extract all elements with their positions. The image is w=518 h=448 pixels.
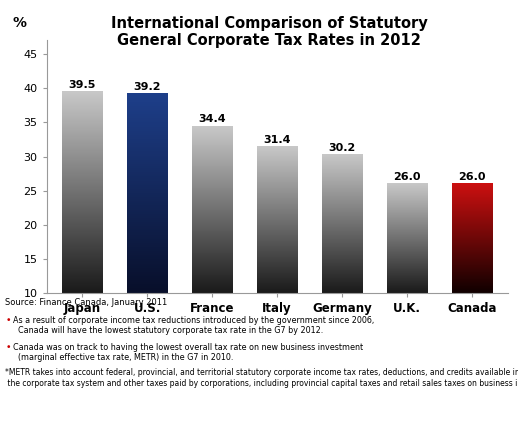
Text: 30.2: 30.2 bbox=[328, 143, 356, 153]
Text: 39.2: 39.2 bbox=[134, 82, 161, 92]
Text: Source: Finance Canada, January 2011: Source: Finance Canada, January 2011 bbox=[5, 298, 167, 307]
Text: 26.0: 26.0 bbox=[393, 172, 421, 182]
Text: •: • bbox=[5, 316, 11, 325]
Text: As a result of corporate income tax reductions introduced by the government sinc: As a result of corporate income tax redu… bbox=[13, 316, 374, 335]
Text: Canada was on track to having the lowest overall tax rate on new business invest: Canada was on track to having the lowest… bbox=[13, 343, 363, 362]
Text: 34.4: 34.4 bbox=[198, 115, 226, 125]
Text: International Comparison of Statutory
General Corporate Tax Rates in 2012: International Comparison of Statutory Ge… bbox=[111, 16, 428, 48]
Text: 39.5: 39.5 bbox=[69, 80, 96, 90]
Text: •: • bbox=[5, 343, 11, 352]
Text: *METR takes into account federal, provincial, and territorial statutory corporat: *METR takes into account federal, provin… bbox=[5, 368, 518, 388]
Text: 26.0: 26.0 bbox=[458, 172, 486, 182]
Text: %: % bbox=[12, 16, 26, 30]
Text: 31.4: 31.4 bbox=[263, 135, 291, 145]
